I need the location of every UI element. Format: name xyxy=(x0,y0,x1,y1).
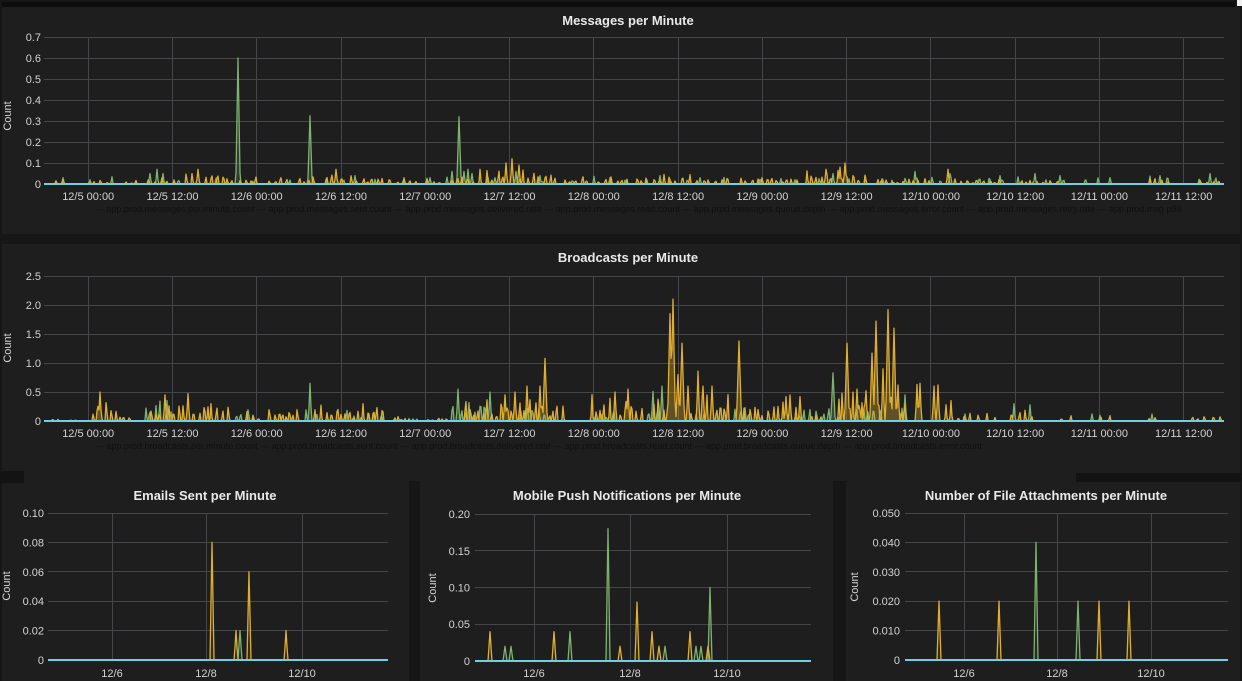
svg-text:1.0: 1.0 xyxy=(26,358,41,370)
svg-text:0.7: 0.7 xyxy=(26,32,41,44)
svg-text:2.0: 2.0 xyxy=(26,300,41,312)
svg-text:0: 0 xyxy=(35,179,41,191)
svg-text:0: 0 xyxy=(38,655,44,667)
svg-text:12/10: 12/10 xyxy=(713,668,741,680)
svg-text:0.02: 0.02 xyxy=(23,626,44,638)
svg-text:12/8: 12/8 xyxy=(1046,668,1067,680)
svg-text:12/11 00:00: 12/11 00:00 xyxy=(1071,428,1128,440)
svg-text:12/6: 12/6 xyxy=(953,668,974,680)
svg-text:12/10 12:00: 12/10 12:00 xyxy=(986,428,1044,440)
svg-text:12/10 12:00: 12/10 12:00 xyxy=(986,191,1044,203)
svg-text:12/8: 12/8 xyxy=(195,668,216,680)
svg-text:0.030: 0.030 xyxy=(872,567,900,579)
svg-text:12/5 12:00: 12/5 12:00 xyxy=(147,428,199,440)
svg-text:0.15: 0.15 xyxy=(449,546,470,558)
svg-text:12/6: 12/6 xyxy=(523,668,544,680)
svg-text:12/6 00:00: 12/6 00:00 xyxy=(231,191,283,203)
svg-text:0.1: 0.1 xyxy=(26,158,41,170)
svg-text:Mobile Push Notifications per: Mobile Push Notifications per Minute xyxy=(513,488,741,503)
svg-text:12/9 12:00: 12/9 12:00 xyxy=(821,191,873,203)
svg-text:12/7 12:00: 12/7 12:00 xyxy=(484,428,536,440)
svg-text:0: 0 xyxy=(894,655,900,667)
svg-text:12/11 12:00: 12/11 12:00 xyxy=(1155,428,1212,440)
svg-text:12/9 00:00: 12/9 00:00 xyxy=(736,428,788,440)
svg-text:0.04: 0.04 xyxy=(23,596,44,608)
svg-text:Count: Count xyxy=(427,573,439,602)
svg-text:12/10 00:00: 12/10 00:00 xyxy=(902,191,960,203)
svg-text:0.010: 0.010 xyxy=(872,626,900,638)
svg-text:12/6: 12/6 xyxy=(101,668,122,680)
svg-text:Number of File Attachments per: Number of File Attachments per Minute xyxy=(925,488,1167,503)
svg-text:12/8 12:00: 12/8 12:00 xyxy=(652,191,704,203)
svg-text:12/10: 12/10 xyxy=(1137,668,1165,680)
svg-text:12/7 12:00: 12/7 12:00 xyxy=(484,191,536,203)
svg-text:0: 0 xyxy=(35,416,41,428)
svg-text:0.2: 0.2 xyxy=(26,137,41,149)
svg-text:0.10: 0.10 xyxy=(449,583,470,595)
svg-text:12/5 00:00: 12/5 00:00 xyxy=(62,428,114,440)
svg-text:1.5: 1.5 xyxy=(26,329,41,341)
svg-text:12/9 00:00: 12/9 00:00 xyxy=(736,191,788,203)
svg-text:12/7 00:00: 12/7 00:00 xyxy=(399,191,451,203)
svg-text:12/10: 12/10 xyxy=(288,668,316,680)
svg-text:0.08: 0.08 xyxy=(23,537,44,549)
svg-text:0.040: 0.040 xyxy=(872,537,900,549)
svg-text:Messages per Minute: Messages per Minute xyxy=(562,13,694,28)
svg-text:12/6 12:00: 12/6 12:00 xyxy=(315,191,367,203)
svg-text:12/10 00:00: 12/10 00:00 xyxy=(902,428,960,440)
svg-text:0.5: 0.5 xyxy=(26,387,41,399)
svg-text:0.6: 0.6 xyxy=(26,53,41,65)
svg-text:12/8 00:00: 12/8 00:00 xyxy=(568,428,620,440)
svg-text:Count: Count xyxy=(2,333,14,362)
svg-text:Broadcasts per Minute: Broadcasts per Minute xyxy=(558,250,698,265)
svg-text:12/7 00:00: 12/7 00:00 xyxy=(399,428,451,440)
svg-text:Count: Count xyxy=(2,571,13,600)
svg-text:0.10: 0.10 xyxy=(23,508,44,520)
svg-text:12/6 00:00: 12/6 00:00 xyxy=(231,428,283,440)
svg-text:0.020: 0.020 xyxy=(872,596,900,608)
svg-text:12/8: 12/8 xyxy=(619,668,640,680)
svg-text:2.5: 2.5 xyxy=(26,271,41,283)
svg-text:12/11 12:00: 12/11 12:00 xyxy=(1155,191,1212,203)
svg-text:12/8 12:00: 12/8 12:00 xyxy=(652,428,704,440)
svg-text:0.3: 0.3 xyxy=(26,116,41,128)
svg-text:12/11 00:00: 12/11 00:00 xyxy=(1071,191,1128,203)
svg-text:12/5 12:00: 12/5 12:00 xyxy=(147,191,199,203)
svg-text:Count: Count xyxy=(2,101,14,130)
svg-text:12/6 12:00: 12/6 12:00 xyxy=(315,428,367,440)
svg-text:0.20: 0.20 xyxy=(449,509,470,521)
svg-text:0.050: 0.050 xyxy=(872,508,900,520)
svg-text:Count: Count xyxy=(849,572,861,601)
svg-text:0.06: 0.06 xyxy=(23,567,44,579)
svg-text:12/9 12:00: 12/9 12:00 xyxy=(821,428,873,440)
svg-text:Emails Sent per Minute: Emails Sent per Minute xyxy=(133,488,276,503)
svg-text:12/5 00:00: 12/5 00:00 xyxy=(62,191,114,203)
svg-text:— app.prod.broadcasts.per.minu: — app.prod.broadcasts.per.minute.count —… xyxy=(95,441,983,451)
svg-text:— app.prod.messages.per.minute: — app.prod.messages.per.minute.count — a… xyxy=(95,204,1181,214)
svg-text:0.05: 0.05 xyxy=(449,619,470,631)
svg-text:0.4: 0.4 xyxy=(26,95,41,107)
svg-text:12/8 00:00: 12/8 00:00 xyxy=(568,191,620,203)
svg-text:0: 0 xyxy=(464,656,470,668)
svg-text:0.5: 0.5 xyxy=(26,74,41,86)
